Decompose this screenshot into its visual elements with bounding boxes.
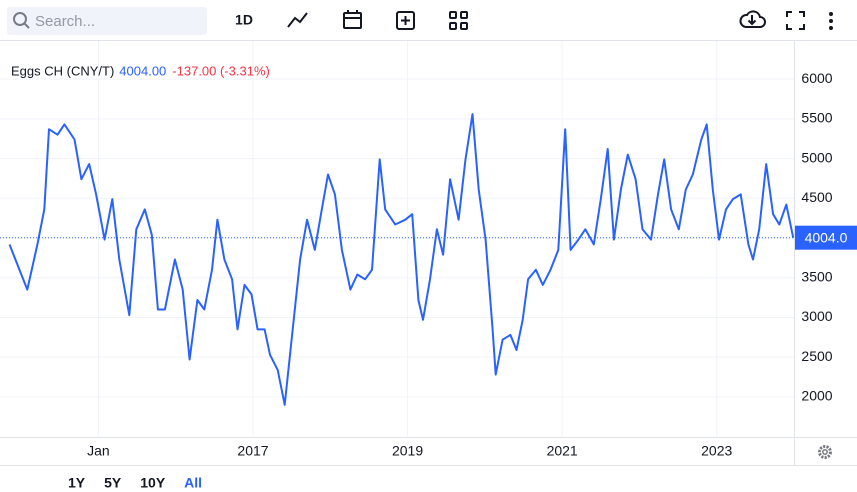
menu-icon[interactable]: [829, 12, 833, 30]
download-icon[interactable]: [739, 10, 766, 28]
y-tick-label: 2500: [801, 348, 832, 364]
search-icon: [23, 22, 30, 29]
legend-change: -137.00 (-3.31%): [172, 63, 270, 78]
range-button[interactable]: 5Y: [104, 475, 122, 491]
y-tick-label: 5500: [801, 110, 832, 126]
x-tick-label: 2021: [547, 443, 578, 459]
y-tick-label: 5000: [801, 149, 832, 165]
last-price-box: [795, 225, 857, 250]
legend-price: 4004.00: [119, 63, 166, 78]
y-tick-label: 6000: [801, 70, 832, 86]
range-button[interactable]: 10Y: [140, 475, 166, 491]
range-button[interactable]: All: [184, 475, 202, 491]
layout-icon[interactable]: [449, 11, 468, 30]
price-line: [8, 113, 795, 406]
x-tick-label: Jan: [87, 443, 110, 459]
calendar-icon[interactable]: [343, 10, 362, 29]
search-icon: [13, 12, 27, 26]
y-tick-label: 4500: [801, 189, 832, 205]
interval-button[interactable]: 1D: [235, 12, 253, 28]
y-tick-label: 3000: [801, 308, 832, 324]
chart-type-icon[interactable]: [287, 12, 308, 28]
settings-icon[interactable]: [818, 445, 832, 459]
legend-name: Eggs CH (CNY/T): [11, 63, 114, 78]
last-price-label: 4004.0: [805, 229, 848, 245]
add-icon[interactable]: [396, 11, 415, 30]
x-tick-label: 2023: [701, 443, 732, 459]
search-box[interactable]: [7, 7, 207, 35]
x-tick-label: 2017: [237, 443, 268, 459]
range-button[interactable]: 1Y: [68, 475, 86, 491]
y-tick-label: 3500: [801, 268, 832, 284]
search-placeholder: Search...: [35, 13, 95, 30]
y-tick-label: 2000: [801, 388, 832, 404]
fullscreen-icon[interactable]: [786, 11, 805, 30]
x-tick-label: 2019: [392, 443, 423, 459]
